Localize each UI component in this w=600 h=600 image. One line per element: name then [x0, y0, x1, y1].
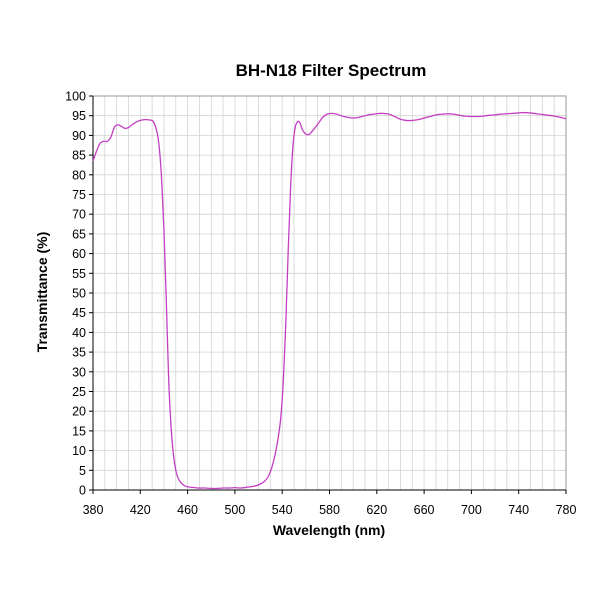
y-tick-label: 40: [72, 326, 86, 340]
chart-title: BH-N18 Filter Spectrum: [236, 61, 427, 80]
grid-layer: [93, 95, 566, 490]
y-tick-label: 50: [72, 287, 86, 301]
x-tick-label: 580: [319, 503, 340, 517]
y-tick-label: 60: [72, 247, 86, 261]
y-tick-label: 100: [65, 90, 86, 104]
series-layer: [92, 111, 567, 490]
y-tick-label: 20: [72, 405, 86, 419]
y-tick-label: 10: [72, 444, 86, 458]
y-tick-label: 90: [72, 129, 86, 143]
y-tick-label: 30: [72, 365, 86, 379]
y-tick-label: 75: [72, 188, 86, 202]
x-tick-labels: 380 420 460 500 540 580 620 660 700 740 780: [83, 503, 577, 517]
y-tick-labels: 0 5 10 15 20 25 30 35 40 45 50 55 60 65 70 75 80 85 90 95 10…: [65, 90, 86, 498]
x-tick-label: 540: [272, 503, 293, 517]
y-tick-label: 35: [72, 346, 86, 360]
x-tick-label: 380: [83, 503, 104, 517]
transmittance-line: [92, 111, 567, 490]
y-axis-label: Transmittance (%): [34, 232, 50, 353]
x-tick-label: 660: [414, 503, 435, 517]
y-tick-label: 85: [72, 149, 86, 163]
y-tick-label: 55: [72, 267, 86, 281]
y-tick-label: 15: [72, 424, 86, 438]
x-tick-label: 740: [508, 503, 529, 517]
y-tick-label: 45: [72, 306, 86, 320]
x-tick-label: 500: [224, 503, 245, 517]
x-axis-label: Wavelength (nm): [273, 522, 385, 538]
y-tick-label: 80: [72, 168, 86, 182]
y-tick-label: 5: [79, 464, 86, 478]
y-tick-label: 0: [79, 484, 86, 498]
y-tick-label: 25: [72, 385, 86, 399]
x-tick-label: 780: [556, 503, 577, 517]
y-tick-label: 65: [72, 227, 86, 241]
y-tick-label: 70: [72, 208, 86, 222]
axis-layer: [89, 95, 567, 494]
y-tick-label: 95: [72, 109, 86, 123]
x-tick-label: 620: [366, 503, 387, 517]
x-tick-label: 700: [461, 503, 482, 517]
x-tick-label: 460: [177, 503, 198, 517]
x-tick-label: 420: [130, 503, 151, 517]
